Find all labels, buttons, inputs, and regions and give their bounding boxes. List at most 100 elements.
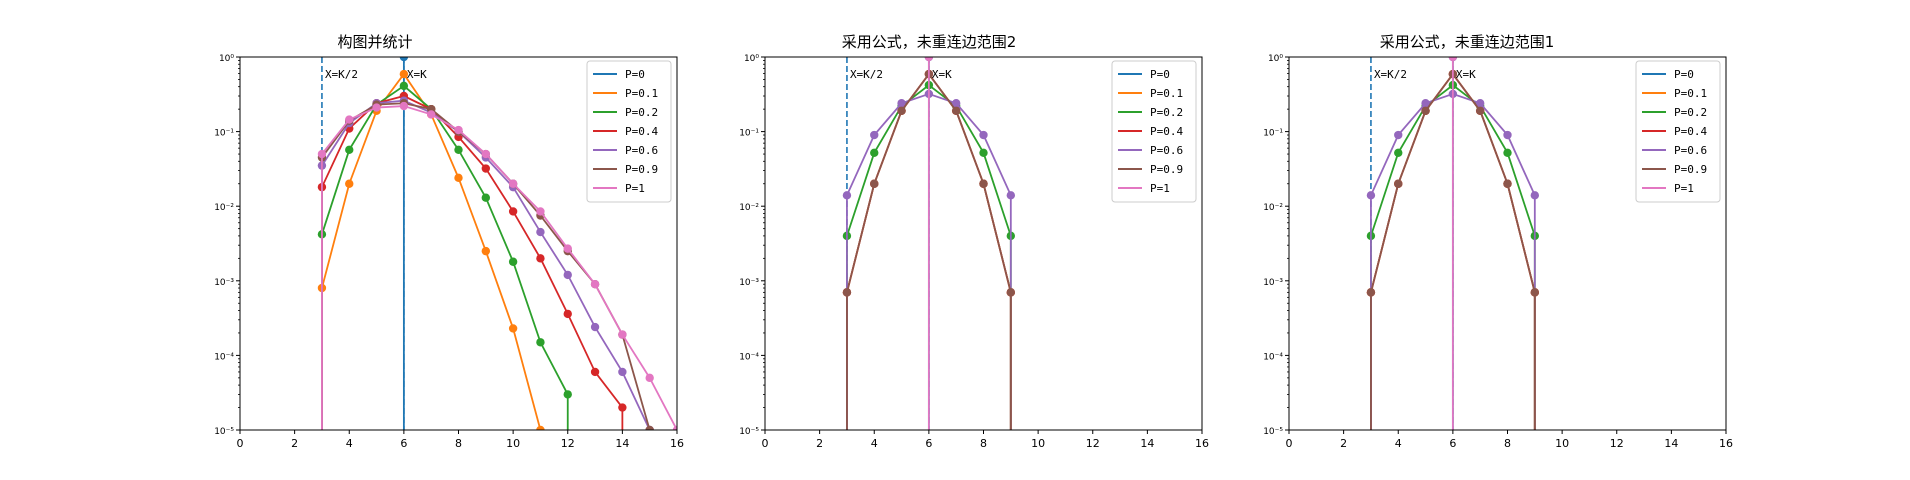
legend-label: P=0.6	[625, 144, 658, 157]
x-tick-label: 8	[455, 437, 462, 450]
legend-label: P=1	[625, 182, 645, 195]
legend-label: P=0	[1674, 68, 1694, 81]
data-point-p-0-9-0	[842, 288, 852, 297]
x-tick-label: 2	[1340, 437, 1347, 450]
data-point-p-0-2-7	[508, 257, 518, 266]
data-point-p-1-1	[345, 115, 354, 124]
data-point-p-0-4-7	[508, 207, 518, 216]
data-point-p-0-2-5	[1503, 148, 1512, 157]
x-tick-label: 14	[1664, 437, 1678, 450]
data-point-p-1-13	[672, 425, 677, 430]
legend-label: P=1	[1150, 182, 1170, 195]
y-tick-label: 10⁻⁴	[739, 352, 759, 362]
chart-1-legend: P=0 P=0.1 P=0.2 P=0.4 P=0.6 P=0.9 P=1	[586, 60, 672, 203]
x-tick-label: 16	[1195, 437, 1209, 450]
legend-label: P=0	[625, 68, 645, 81]
chart-panel-3: 采用公式，未重连边范围1 X=K/2 X=K 0 2 4 6 8 10 12 14 16 10⁰ 10⁻…	[1263, 33, 1733, 450]
annotation-x-k-2: X=K/2	[850, 68, 883, 81]
x-tick-label: 6	[1449, 437, 1456, 450]
data-point-p-0-6-9	[563, 270, 572, 280]
data-point-p-0-1-3	[399, 69, 409, 79]
data-point-p-0-9-1	[870, 179, 879, 188]
data-point-p-0-9-0	[1366, 288, 1376, 297]
y-tick-label: 10⁻²	[739, 203, 759, 213]
annotation-x-k: X=K	[407, 68, 427, 81]
data-point-p-1-3	[399, 101, 409, 111]
x-tick-label: 16	[1719, 437, 1733, 450]
chart-2-legend: P=0 P=0.1 P=0.2 P=0.4 P=0.6 P=0.9 P=1	[1111, 60, 1197, 203]
y-tick-label: 10⁻¹	[214, 129, 234, 139]
chart-1-series-area	[317, 57, 677, 430]
x-tick-label: 10	[506, 437, 520, 450]
data-point-p-0-9-6	[1530, 288, 1540, 297]
data-point-p-1-5	[454, 125, 463, 135]
data-point-p-0-6-1	[870, 130, 879, 140]
x-tick-label: 4	[346, 437, 353, 450]
data-point-p-1-9	[563, 244, 572, 253]
x-tick-label: 10	[1555, 437, 1569, 450]
y-tick-label: 10⁰	[1268, 54, 1283, 64]
annotation-x-k-2: X=K/2	[325, 68, 358, 81]
legend-label: P=0.9	[625, 163, 658, 176]
data-point-p-1-0	[924, 57, 934, 62]
chart-panel-1: 构图并统计 X=K/2 X=K 0 2 4 6 8 10 12 14 16 10⁰ 10⁻¹ 10⁻² 10…	[214, 33, 684, 450]
data-point-p-0-9-2	[897, 106, 906, 116]
chart-3-plot: X=K/2 X=K 0 2 4 6 8 10 12 14 16 10⁰ 10⁻¹ 10⁻² 10⁻³ 10⁻⁴…	[1263, 54, 1733, 450]
x-tick-label: 0	[762, 437, 769, 450]
legend-label: P=0.9	[1150, 163, 1183, 176]
legend-label: P=0.2	[1674, 106, 1707, 119]
y-tick-label: 10⁻⁴	[1263, 352, 1283, 362]
data-point-p-1-10	[590, 280, 600, 289]
legend-box	[586, 60, 672, 203]
data-point-p-0-1-5	[454, 173, 463, 183]
y-tick-label: 10⁻²	[214, 203, 234, 213]
data-point-p-0-6-8	[536, 227, 545, 237]
data-point-p-0-2-1	[345, 145, 354, 155]
y-tick-label: 10⁻³	[739, 278, 759, 288]
data-point-p-0-4-8	[536, 254, 545, 263]
x-tick-label: 14	[615, 437, 629, 450]
data-point-p-0-6-11	[618, 367, 627, 377]
y-tick-label: 10⁻⁵	[1263, 427, 1283, 437]
chart-3-legend: P=0 P=0.1 P=0.2 P=0.4 P=0.6 P=0.9 P=1	[1635, 60, 1721, 203]
data-point-p-0-2-3	[399, 81, 409, 91]
legend-label: P=0.1	[1674, 87, 1707, 100]
legend-label: P=0.1	[1150, 87, 1183, 100]
chart-1-title: 构图并统计	[337, 33, 412, 51]
data-point-p-1-4	[426, 110, 436, 119]
legend-label: P=0	[1150, 68, 1170, 81]
x-tick-label: 0	[237, 437, 244, 450]
data-point-p-0-6-5	[979, 130, 988, 140]
data-point-p-0-1-6	[481, 246, 491, 256]
data-point-p-0-6-2	[1421, 99, 1430, 108]
legend-label: P=0.4	[625, 125, 658, 138]
x-tick-label: 8	[1504, 437, 1511, 450]
data-point-p-0-9-12	[645, 425, 654, 430]
y-tick-label: 10⁻²	[1263, 203, 1283, 213]
data-point-p-0-4-9	[563, 309, 572, 319]
data-point-p-0-9-4	[1475, 106, 1485, 116]
x-tick-label: 0	[1286, 437, 1293, 450]
chart-3-title: 采用公式，未重连边范围1	[1380, 33, 1555, 51]
chart-3-series-area	[1366, 57, 1540, 430]
data-point-p-0-1-8	[536, 425, 545, 430]
legend-label: P=1	[1674, 182, 1694, 195]
chart-2-plot: X=K/2 X=K 0 2 4 6 8 10 12 14 16 10⁰ 10⁻¹ 10⁻² 10⁻³ 10⁻⁴…	[739, 54, 1209, 450]
chart-2-title: 采用公式，未重连边范围2	[842, 33, 1017, 51]
data-point-p-0-4-10	[590, 367, 600, 377]
y-tick-label: 10⁰	[219, 54, 234, 64]
y-tick-label: 10⁻⁵	[214, 427, 234, 437]
chart-1-plot: X=K/2 X=K 0 2 4 6 8 10 12 14 16 10⁰ 10⁻¹ 10⁻² 10⁻³ 10⁻⁴…	[214, 54, 684, 450]
data-point-p-0-2-8	[536, 338, 545, 347]
data-point-p-0-6-10	[590, 322, 600, 332]
y-tick-label: 10⁻³	[1263, 278, 1283, 288]
legend-label: P=0.2	[1150, 106, 1183, 119]
legend-label: P=0.2	[625, 106, 658, 119]
data-point-p-1-8	[536, 207, 545, 216]
data-point-p-0-2-9	[563, 390, 572, 399]
series-line-p-0-6	[321, 99, 651, 430]
chart-panel-2: 采用公式，未重连边范围2 X=K/2 X=K 0 2 4 6 8 10 12 14 16 10⁰ 10⁻…	[739, 33, 1209, 450]
x-tick-label: 12	[1086, 437, 1100, 450]
